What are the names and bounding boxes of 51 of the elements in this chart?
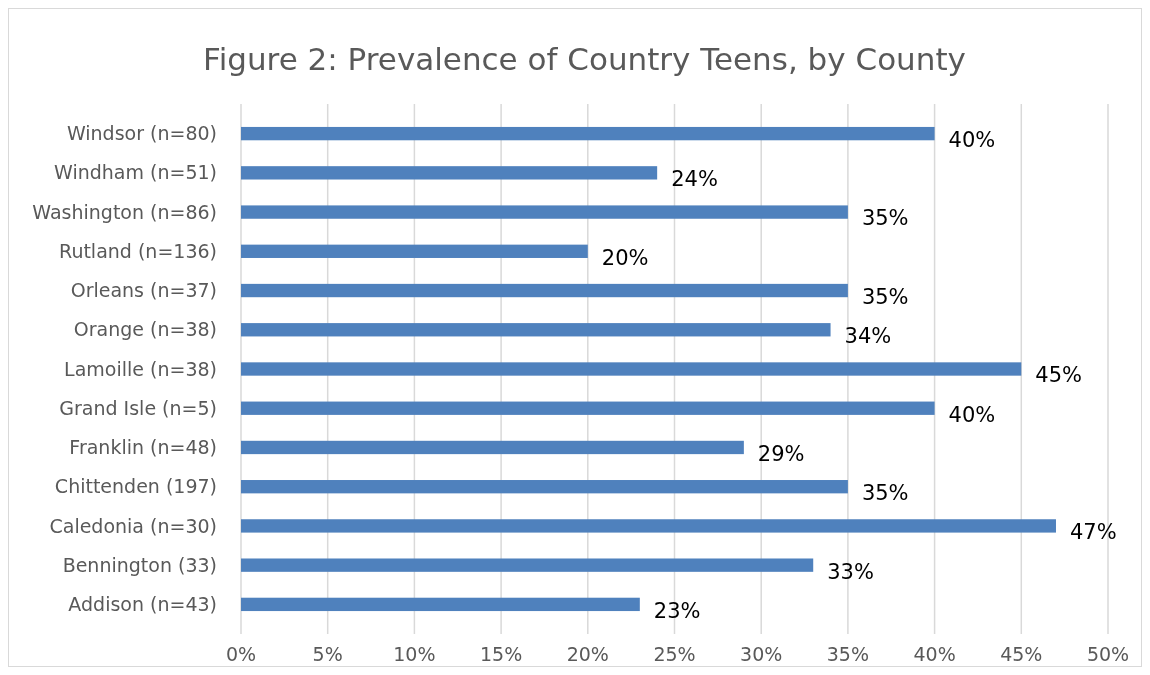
y-tick-label: Orleans (n=37) <box>70 279 217 302</box>
data-label: 45% <box>1035 363 1082 388</box>
y-tick-label: Orange (n=38) <box>73 318 217 341</box>
data-label: 23% <box>653 598 701 623</box>
x-tick-label: 30% <box>740 643 783 665</box>
bar <box>241 244 588 258</box>
x-tick-label: 20% <box>566 643 609 665</box>
bar <box>241 401 935 415</box>
y-tick-label: Rutland (n=136) <box>59 239 217 262</box>
data-label: 35% <box>861 481 909 506</box>
y-tick-label: Lamoille (n=38) <box>64 357 217 380</box>
data-label: 40% <box>948 127 996 152</box>
bar <box>241 519 1056 533</box>
bar <box>241 440 744 455</box>
data-label: 29% <box>757 441 805 466</box>
data-label: 24% <box>671 167 718 192</box>
data-label: 40% <box>948 402 996 427</box>
x-tick-label: 0% <box>225 643 257 665</box>
x-tick-label: 10% <box>393 643 436 665</box>
data-label: 35% <box>861 284 909 309</box>
x-tick-label: 25% <box>653 643 696 665</box>
bar <box>241 166 658 180</box>
bar <box>241 323 831 337</box>
data-label: 20% <box>601 245 649 270</box>
bar <box>241 205 848 219</box>
x-tick-label: 50% <box>1086 643 1130 665</box>
bar <box>241 126 935 141</box>
y-tick-label: Windsor (n=80) <box>66 122 217 145</box>
y-tick-label: Grand Isle (n=5) <box>59 396 217 419</box>
y-tick-label: Franklin (n=48) <box>69 436 217 459</box>
bar <box>241 362 1022 376</box>
y-tick-label: Addison (n=43) <box>68 593 217 616</box>
x-tick-label: 5% <box>312 643 343 665</box>
x-tick-label: 40% <box>913 643 956 665</box>
bar <box>241 480 848 494</box>
y-tick-label: Caledonia (n=30) <box>49 514 217 537</box>
y-tick-label: Windham (n=51) <box>54 161 217 184</box>
y-tick-label: Bennington (33) <box>62 553 217 576</box>
data-label: 35% <box>861 206 909 231</box>
x-tick-label: 45% <box>1000 643 1043 665</box>
data-label: 34% <box>844 324 892 349</box>
bar <box>241 558 814 572</box>
chart-title: Figure 2: Prevalence of Country Teens, by County <box>203 41 966 77</box>
x-tick-label: 35% <box>826 643 870 665</box>
bar <box>241 283 848 298</box>
data-label: 33% <box>827 559 874 584</box>
y-tick-label: Chittenden (197) <box>54 475 217 498</box>
data-label: 47% <box>1069 520 1117 545</box>
x-tick-label: 15% <box>479 643 523 665</box>
bar <box>241 597 640 612</box>
y-tick-label: Washington (n=86) <box>32 200 217 223</box>
